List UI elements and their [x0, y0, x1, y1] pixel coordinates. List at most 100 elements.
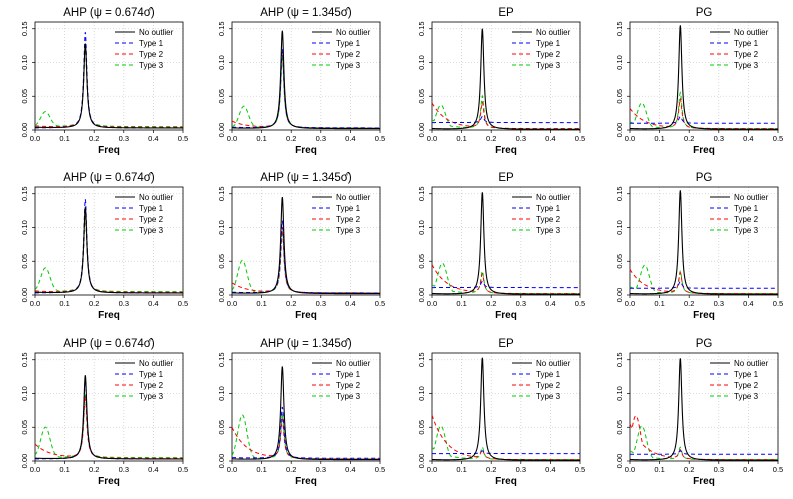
y-tick-label: 0.00: [615, 288, 624, 303]
panel-r2-ep: 0.0 0.1 0.2 0.3 0.4 0.5 0.00 0.05 0.10 0.15 EP Freq…: [417, 172, 585, 321]
legend-label: Type 1: [734, 370, 759, 379]
legend-label: Type 2: [336, 381, 361, 390]
x-tick-label: 0.0: [227, 299, 237, 308]
y-tick-label: 0.05: [615, 420, 624, 435]
legend-label: No outlier: [336, 193, 371, 202]
legend-label: Type 3: [336, 226, 361, 235]
x-tick-label: 0.0: [625, 134, 635, 143]
series-line-no-outlier: [431, 192, 580, 295]
y-tick-label: 0.10: [217, 220, 226, 235]
x-tick-label: 0.5: [375, 465, 385, 474]
x-tick-label: 0.4: [743, 134, 753, 143]
x-tick-label: 0.4: [345, 465, 355, 474]
x-tick-label: 0.0: [30, 465, 40, 474]
y-tick-label: 0.00: [417, 454, 426, 469]
legend-label: Type 2: [139, 381, 164, 390]
panel-r1-pg: 0.0 0.1 0.2 0.3 0.4 0.5 0.00 0.05 0.10 0.15 PG Freq…: [615, 7, 783, 156]
plot-frame: [629, 352, 779, 462]
legend-label: Type 2: [734, 215, 759, 224]
series-line-type-2: [629, 269, 778, 295]
series-line-no-outlier: [34, 207, 183, 294]
panel-title: AHP (ψ = 0.674σ̂): [63, 7, 155, 19]
y-tick-label: 0.00: [615, 454, 624, 469]
series-line-no-outlier: [231, 366, 380, 461]
y-tick-label: 0.15: [20, 352, 29, 367]
y-tick-label: 0.05: [20, 89, 29, 104]
x-axis-label: Freq: [693, 476, 715, 487]
x-tick-label: 0.5: [575, 134, 585, 143]
legend-label: No outlier: [734, 28, 769, 37]
plot-frame: [431, 21, 581, 131]
series-line-type-2: [34, 210, 183, 293]
x-tick-label: 0.0: [227, 465, 237, 474]
panel-r3-pg: 0.0 0.1 0.2 0.3 0.4 0.5 0.00 0.05 0.10 0.15 PG Freq…: [615, 338, 783, 487]
y-tick-label: 0.10: [20, 220, 29, 235]
y-tick-label: 0.05: [20, 420, 29, 435]
x-tick-label: 0.1: [456, 134, 466, 143]
legend-label: Type 3: [139, 392, 164, 401]
x-axis-label: Freq: [98, 310, 120, 321]
legend-label: Type 2: [536, 215, 561, 224]
x-tick-label: 0.3: [316, 465, 326, 474]
x-tick-label: 0.2: [89, 134, 99, 143]
series-line-type-2: [431, 264, 580, 295]
legend-label: Type 3: [336, 392, 361, 401]
y-tick-label: 0.00: [217, 288, 226, 303]
plot-frame: [231, 186, 381, 296]
x-tick-label: 0.4: [345, 299, 355, 308]
y-tick-label: 0.15: [217, 352, 226, 367]
y-tick-label: 0.10: [20, 55, 29, 70]
legend-label: No outlier: [139, 193, 174, 202]
legend-label: Type 2: [734, 50, 759, 59]
y-tick-label: 0.10: [417, 220, 426, 235]
legend-label: Type 1: [536, 204, 561, 213]
x-tick-label: 0.4: [545, 465, 555, 474]
series-line-type-3: [431, 262, 580, 295]
legend-label: Type 1: [139, 370, 164, 379]
series-line-type-2: [431, 101, 580, 130]
x-axis-label: Freq: [693, 310, 715, 321]
y-tick-label: 0.10: [417, 386, 426, 401]
plot-frame: [629, 21, 779, 131]
y-tick-label: 0.15: [417, 352, 426, 367]
x-tick-label: 0.3: [119, 134, 129, 143]
x-tick-label: 0.1: [256, 134, 266, 143]
series-line-type-1: [630, 280, 778, 289]
legend-label: Type 3: [734, 226, 759, 235]
panel-r2-ahp2: 0.0 0.1 0.2 0.3 0.4 0.5 0.00 0.05 0.10 0.15 AHP (ψ…: [217, 172, 385, 321]
x-tick-label: 0.2: [684, 465, 694, 474]
x-tick-label: 0.2: [286, 465, 296, 474]
legend-label: No outlier: [139, 359, 174, 368]
x-tick-label: 0.5: [773, 465, 783, 474]
y-tick-label: 0.00: [417, 288, 426, 303]
series-line-type-2: [629, 415, 778, 461]
y-tick-label: 0.15: [615, 21, 624, 36]
x-tick-label: 0.4: [148, 299, 158, 308]
x-tick-label: 0.1: [256, 465, 266, 474]
x-tick-label: 0.2: [89, 465, 99, 474]
series-line-type-2: [34, 42, 183, 128]
x-tick-label: 0.3: [516, 299, 526, 308]
plot-frame: [231, 352, 381, 462]
x-tick-label: 0.3: [316, 299, 326, 308]
panel-r2-pg: 0.0 0.1 0.2 0.3 0.4 0.5 0.00 0.05 0.10 0.15 PG Freq…: [615, 172, 783, 321]
panel-r1-ahp1: 0.0 0.1 0.2 0.3 0.4 0.5 0.00 0.05 0.10 0.15 AHP (ψ…: [20, 7, 188, 156]
x-tick-label: 0.1: [59, 134, 69, 143]
panel-title: AHP (ψ = 1.345σ̂): [260, 338, 352, 350]
x-tick-label: 0.3: [714, 134, 724, 143]
y-tick-label: 0.00: [217, 454, 226, 469]
x-tick-label: 0.1: [654, 134, 664, 143]
legend-label: Type 1: [139, 39, 164, 48]
panel-r3-ep: 0.0 0.1 0.2 0.3 0.4 0.5 0.00 0.05 0.10 0.15 EP Freq…: [417, 338, 585, 487]
panel-r1-ahp2: 0.0 0.1 0.2 0.3 0.4 0.5 0.00 0.05 0.10 0.15 AHP (ψ…: [217, 7, 385, 156]
panel-title: AHP (ψ = 0.674σ̂): [63, 338, 155, 350]
series-line-type-3: [431, 425, 580, 461]
x-axis-label: Freq: [295, 145, 317, 156]
x-tick-label: 0.4: [345, 134, 355, 143]
plot-frame: [231, 21, 381, 131]
series-line-type-3: [34, 217, 183, 293]
series-line-type-2: [629, 97, 778, 130]
x-tick-label: 0.0: [30, 299, 40, 308]
plot-frame: [431, 186, 581, 296]
